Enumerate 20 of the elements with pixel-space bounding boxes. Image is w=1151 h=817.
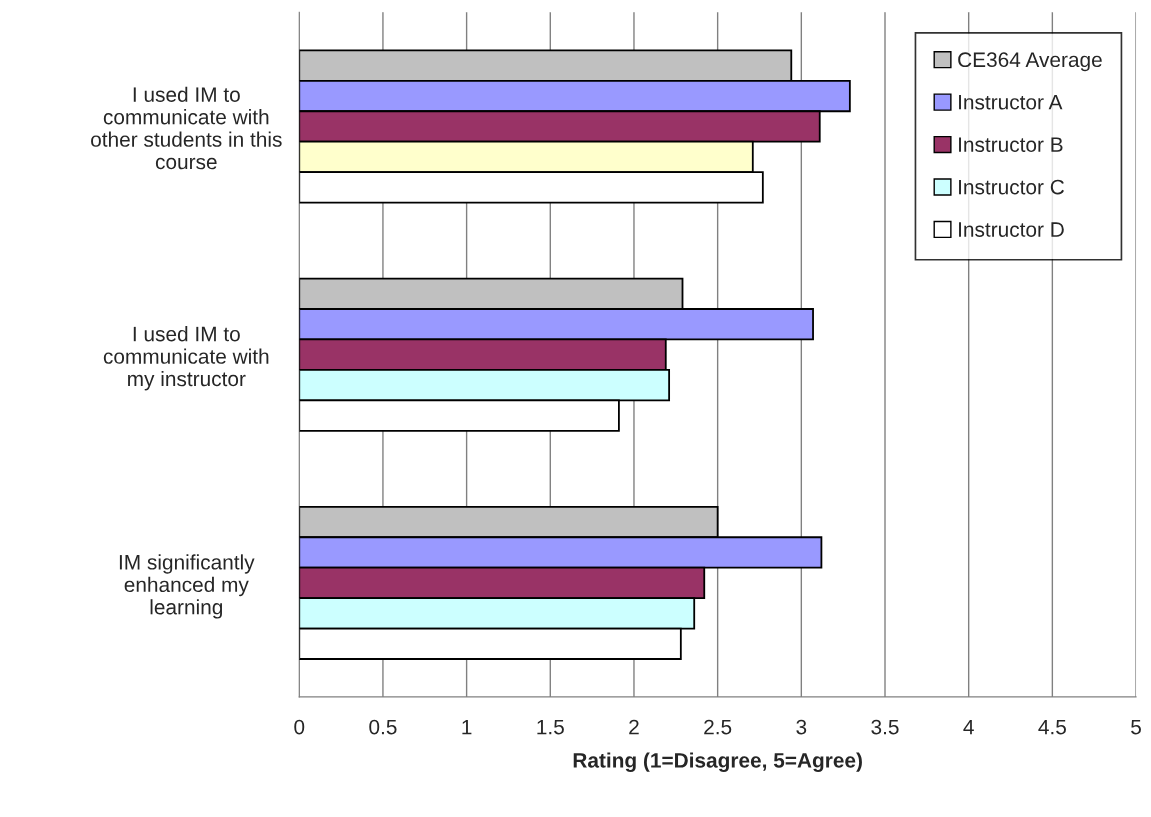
x-tick-label: 4 xyxy=(963,719,974,735)
x-tick-label: 2.5 xyxy=(704,719,732,735)
x-axis-title: Rating (1=Disagree, 5=Agree) xyxy=(573,752,862,772)
x-tick-label: 5 xyxy=(1131,719,1141,735)
x-tick-label: 1.5 xyxy=(537,719,564,735)
legend-label: Instructor D xyxy=(959,222,1064,237)
x-tick-label: 4.5 xyxy=(1038,719,1066,735)
y-tick-label: I used IM to communicate with other students in this course xyxy=(91,86,282,170)
y-tick-label: I used IM to communicate with my instructor xyxy=(103,326,269,391)
x-tick-label: 3 xyxy=(796,719,807,735)
x-tick-label: 3.5 xyxy=(871,719,899,735)
legend-label: Instructor A xyxy=(959,95,1063,110)
x-tick-label: 2 xyxy=(629,719,639,735)
legend-label: Instructor C xyxy=(959,179,1064,195)
x-tick-label: 1 xyxy=(462,719,472,735)
y-tick-label: IM significantly enhanced my learning xyxy=(119,554,255,619)
legend-label: Instructor B xyxy=(959,137,1063,152)
x-tick-label: 0.5 xyxy=(369,719,397,735)
x-tick-label: 0 xyxy=(294,719,305,735)
legend-label: CE364 Average xyxy=(958,52,1102,72)
